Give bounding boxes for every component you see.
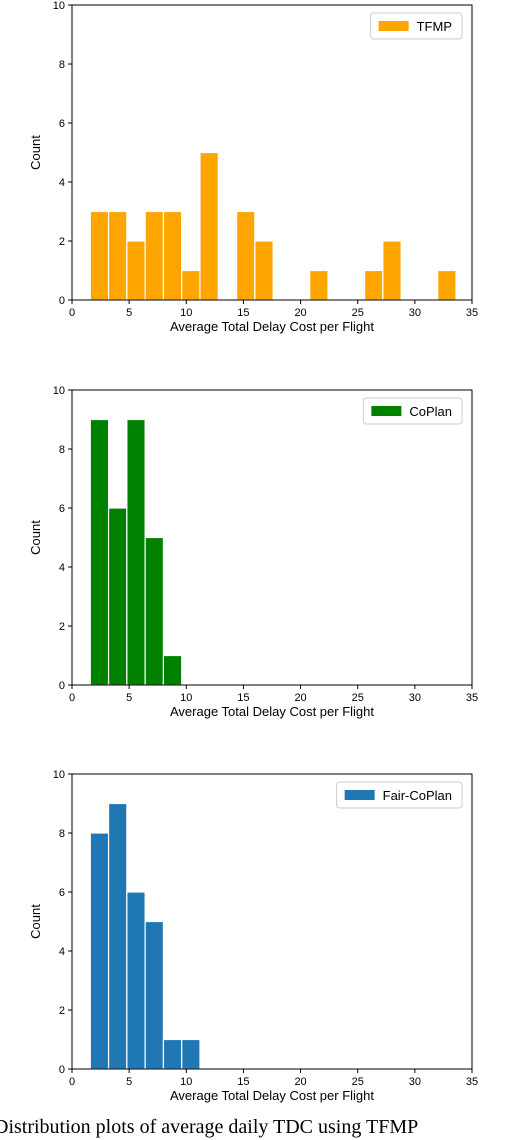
y-tick-label: 0 bbox=[59, 680, 65, 692]
y-tick-label: 8 bbox=[59, 828, 65, 840]
y-axis-label: Count bbox=[28, 520, 43, 555]
histogram-bar bbox=[162, 654, 183, 686]
x-axis-label: Average Total Delay Cost per Flight bbox=[170, 704, 374, 719]
x-tick-label: 0 bbox=[69, 1076, 75, 1088]
x-tick-label: 20 bbox=[294, 692, 306, 704]
legend: Fair-CoPlan bbox=[336, 781, 463, 809]
y-tick-label: 6 bbox=[59, 503, 65, 515]
x-tick-label: 10 bbox=[180, 1076, 192, 1088]
x-tick-label: 10 bbox=[180, 692, 192, 704]
histogram-bar bbox=[235, 210, 256, 301]
x-tick-label: 5 bbox=[126, 307, 132, 319]
y-tick-label: 0 bbox=[59, 295, 65, 307]
plot-frame bbox=[71, 389, 473, 686]
x-tick-label: 25 bbox=[352, 307, 364, 319]
x-tick-label: 30 bbox=[409, 307, 421, 319]
histogram-stack: 0 5 10 15 20 25 30 35 0 2 4 6 8 10 Average Total Delay… bbox=[28, 0, 478, 1103]
y-tick-label: 8 bbox=[59, 59, 65, 71]
histogram-bar bbox=[107, 802, 128, 1070]
legend-box bbox=[370, 12, 463, 40]
x-tick-label: 25 bbox=[352, 692, 364, 704]
x-tick-label: 0 bbox=[69, 692, 75, 704]
x-tick-label: 15 bbox=[237, 692, 249, 704]
legend-label: CoPlan bbox=[409, 404, 452, 419]
legend-label: TFMP bbox=[417, 19, 452, 34]
plot-frame bbox=[71, 773, 473, 1070]
legend-swatch bbox=[344, 790, 375, 800]
histogram-bar bbox=[89, 832, 110, 1070]
legend-box bbox=[362, 397, 463, 425]
x-tick-label: 20 bbox=[294, 1076, 306, 1088]
y-tick-label: 10 bbox=[53, 769, 65, 781]
y-tick-label: 10 bbox=[53, 385, 65, 397]
x-tick-label: 10 bbox=[180, 307, 192, 319]
histogram-bar bbox=[107, 507, 128, 686]
legend: TFMP bbox=[370, 12, 463, 40]
histogram-bar bbox=[199, 151, 219, 301]
x-axis-label: Average Total Delay Cost per Flight bbox=[170, 1088, 374, 1103]
y-tick-label: 2 bbox=[59, 236, 65, 248]
y-tick-label: 2 bbox=[59, 621, 65, 633]
legend-box bbox=[336, 781, 463, 809]
y-tick-label: 10 bbox=[53, 0, 65, 12]
histogram-bar bbox=[309, 269, 329, 301]
histogram-bar bbox=[126, 891, 146, 1070]
histogram-bar bbox=[181, 269, 201, 301]
x-tick-label: 35 bbox=[466, 1076, 478, 1088]
x-tick-label: 30 bbox=[409, 692, 421, 704]
y-tick-label: 4 bbox=[59, 177, 65, 189]
y-tick-label: 8 bbox=[59, 444, 65, 456]
histogram-bar bbox=[254, 240, 274, 301]
figure-caption: Distribution plots of average daily TDC … bbox=[0, 1116, 419, 1138]
legend-label: Fair-CoPlan bbox=[383, 788, 452, 803]
plot-frame bbox=[71, 4, 473, 301]
histogram-bar bbox=[126, 418, 146, 686]
x-tick-label: 25 bbox=[352, 1076, 364, 1088]
x-tick-label: 5 bbox=[126, 692, 132, 704]
x-tick-label: 20 bbox=[294, 307, 306, 319]
histogram-bar bbox=[162, 1038, 183, 1070]
y-axis-label: Count bbox=[28, 904, 43, 939]
histogram-bar bbox=[181, 1038, 201, 1070]
y-tick-label: 4 bbox=[59, 562, 65, 574]
histogram-bar bbox=[437, 269, 457, 301]
histogram-bar bbox=[144, 920, 165, 1070]
x-tick-label: 35 bbox=[466, 307, 478, 319]
x-tick-label: 35 bbox=[466, 692, 478, 704]
y-tick-label: 2 bbox=[59, 1005, 65, 1017]
legend-swatch bbox=[371, 406, 402, 416]
x-tick-label: 0 bbox=[69, 307, 75, 319]
histogram-bar bbox=[126, 240, 146, 301]
x-axis-label: Average Total Delay Cost per Flight bbox=[170, 319, 374, 334]
x-tick-label: 30 bbox=[409, 1076, 421, 1088]
y-tick-label: 6 bbox=[59, 887, 65, 899]
y-tick-label: 4 bbox=[59, 946, 65, 958]
x-tick-label: 15 bbox=[237, 1076, 249, 1088]
histogram-bar bbox=[363, 269, 384, 301]
histogram-bar bbox=[162, 210, 183, 301]
histogram-bar bbox=[89, 210, 110, 301]
legend-swatch bbox=[378, 21, 409, 31]
histogram-bar bbox=[89, 418, 110, 686]
y-axis-label: Count bbox=[28, 135, 43, 170]
x-tick-label: 15 bbox=[237, 307, 249, 319]
histogram-bar bbox=[144, 536, 165, 686]
x-tick-label: 5 bbox=[126, 1076, 132, 1088]
legend: CoPlan bbox=[362, 397, 463, 425]
histogram-bar bbox=[144, 210, 165, 301]
histogram-bar bbox=[107, 210, 128, 301]
histogram-bar bbox=[382, 240, 402, 301]
y-tick-label: 6 bbox=[59, 118, 65, 130]
y-tick-label: 0 bbox=[59, 1064, 65, 1076]
